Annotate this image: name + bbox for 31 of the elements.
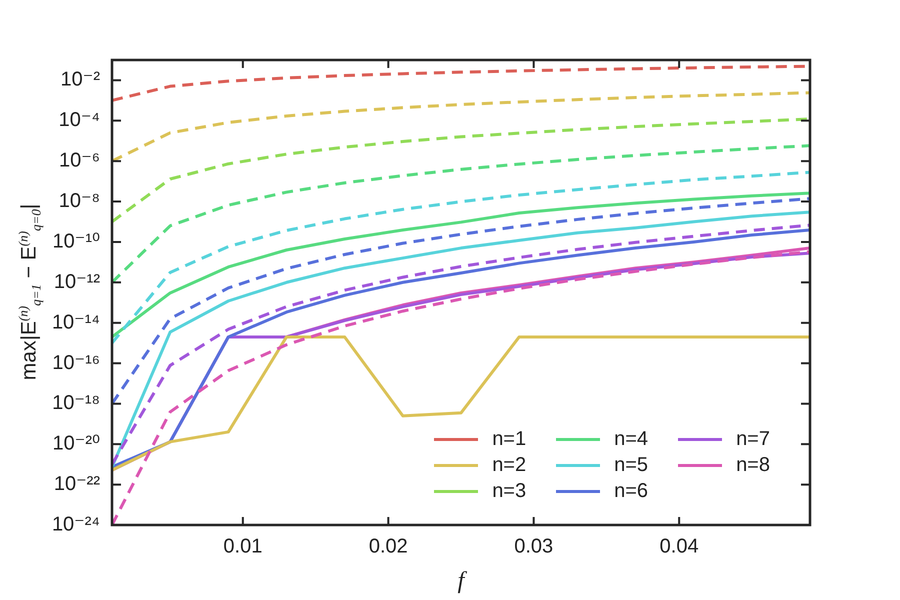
line-series [112, 170, 810, 345]
y-tick-label: 10⁻² [60, 68, 100, 91]
y-tick-label: 10⁻²⁴ [52, 514, 100, 536]
y-tick-label: 10⁻²² [54, 473, 100, 496]
legend-label: n=2 [492, 454, 526, 477]
legend-label: n=4 [614, 428, 648, 451]
line-series [112, 197, 810, 406]
legend-label: n=3 [492, 480, 526, 503]
legend-label: n=1 [492, 428, 526, 451]
y-tick-label: 10⁻¹⁸ [52, 392, 100, 414]
y-tick-label: 10⁻²⁰ [52, 432, 100, 455]
legend-label: n=7 [736, 428, 770, 451]
x-tick-label: 0.03 [514, 536, 554, 558]
line-series [112, 250, 810, 525]
y-tick-label: 10⁻¹⁴ [52, 311, 100, 334]
y-tick-label: 10⁻⁴ [58, 109, 100, 132]
y-tick-label: 10⁻¹² [54, 270, 100, 293]
x-tick-label: 0.01 [223, 536, 262, 558]
y-tick-label: 10⁻⁸ [58, 190, 100, 212]
legend-label: n=8 [736, 454, 770, 477]
x-tick-label: 0.02 [368, 536, 408, 558]
legend-label: n=5 [614, 454, 648, 477]
legend-label: n=6 [614, 480, 648, 503]
x-tick-label: 0.04 [660, 536, 699, 558]
line-series [112, 118, 810, 224]
y-tick-label: 10⁻¹⁰ [52, 230, 100, 252]
y-tick-label: 10⁻⁶ [58, 150, 100, 172]
line-series [112, 144, 810, 284]
line-series [112, 91, 810, 163]
x-axis-title: f [458, 568, 468, 594]
y-tick-label: 10⁻¹⁶ [52, 352, 100, 374]
